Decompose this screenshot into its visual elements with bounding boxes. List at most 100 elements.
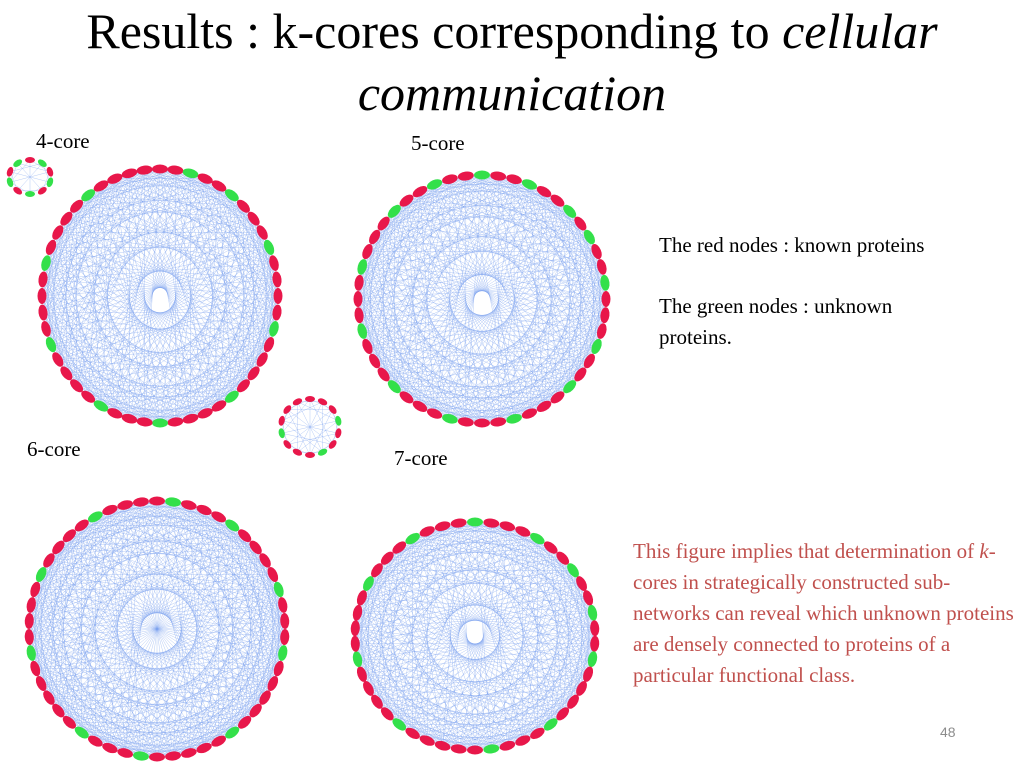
- interaction-edge: [399, 531, 428, 725]
- network-4-core-small-cluster-bottom: [278, 396, 342, 458]
- known-protein-node: [167, 417, 184, 427]
- network-6-core: [24, 496, 290, 762]
- known-protein-node: [369, 353, 381, 369]
- interaction-edge: [41, 516, 219, 575]
- known-protein-node: [249, 703, 262, 718]
- interaction-edge: [376, 701, 476, 751]
- known-protein-node: [596, 259, 607, 275]
- interaction-edge: [69, 535, 126, 754]
- interaction-edge: [31, 652, 219, 742]
- interaction-edge: [355, 628, 476, 751]
- interaction-edge: [100, 185, 270, 248]
- unknown-protein-node: [317, 448, 328, 456]
- interaction-edge: [474, 658, 593, 751]
- interaction-edge: [458, 522, 582, 689]
- slide-number: 48: [940, 724, 956, 740]
- interaction-edge: [419, 191, 483, 424]
- label-4-core: 4-core: [36, 129, 90, 153]
- interaction-edge: [399, 538, 538, 548]
- interaction-edge: [361, 547, 551, 675]
- interaction-edge: [41, 535, 245, 575]
- interaction-edge: [140, 604, 283, 757]
- interaction-edge: [442, 724, 551, 747]
- interaction-edge: [114, 178, 270, 345]
- interaction-edge: [41, 173, 130, 297]
- interaction-edge: [35, 560, 50, 669]
- interaction-edge: [355, 538, 413, 629]
- interaction-edge: [48, 560, 83, 733]
- known-protein-node: [6, 166, 14, 177]
- known-protein-node: [600, 307, 610, 324]
- interaction-edge: [458, 523, 476, 751]
- unknown-protein-node: [133, 751, 149, 761]
- interaction-edge: [29, 500, 158, 638]
- unknown-protein-node: [335, 415, 342, 426]
- unknown-protein-node: [392, 718, 407, 731]
- known-protein-node: [419, 526, 435, 537]
- interaction-edge: [35, 589, 50, 698]
- known-protein-node: [292, 398, 303, 406]
- interaction-edge: [40, 516, 96, 684]
- interaction-edge: [442, 612, 593, 746]
- interaction-edge: [42, 312, 102, 407]
- known-protein-node: [536, 400, 552, 412]
- interaction-edge: [357, 612, 459, 750]
- interaction-edge: [474, 628, 595, 751]
- interaction-edge: [41, 574, 283, 606]
- unknown-protein-node: [269, 321, 279, 337]
- interaction-edge: [383, 179, 451, 375]
- unknown-protein-node: [273, 581, 284, 598]
- interaction-edge: [40, 501, 142, 684]
- interaction-edge: [48, 560, 59, 711]
- interaction-edge: [50, 173, 130, 248]
- interaction-edge: [95, 516, 273, 575]
- known-protein-node: [434, 740, 451, 751]
- known-protein-node: [107, 408, 123, 419]
- interaction-edge: [81, 525, 111, 749]
- interaction-edge: [412, 526, 443, 734]
- interaction-edge: [562, 570, 574, 714]
- interaction-edge: [399, 724, 508, 747]
- interaction-edge: [66, 195, 89, 374]
- known-protein-node: [74, 519, 89, 532]
- interaction-edge: [35, 589, 111, 749]
- interaction-edge: [412, 538, 582, 689]
- interaction-edge: [367, 200, 407, 347]
- known-protein-node: [371, 694, 383, 709]
- known-protein-node: [247, 211, 260, 226]
- interaction-edge: [358, 191, 421, 283]
- known-protein-node: [133, 497, 149, 507]
- interaction-edge: [376, 558, 388, 702]
- interaction-edge: [57, 206, 77, 360]
- known-protein-node: [117, 500, 133, 510]
- interaction-edge: [355, 643, 459, 750]
- interaction-edge: [109, 509, 266, 698]
- interaction-edge: [140, 501, 285, 622]
- interaction-edge: [57, 232, 77, 386]
- interaction-edge: [522, 612, 593, 741]
- interaction-edge: [41, 504, 126, 575]
- unknown-protein-node: [426, 179, 443, 190]
- known-protein-node: [35, 676, 47, 691]
- known-protein-node: [196, 504, 212, 516]
- interaction-edge: [367, 346, 451, 419]
- interaction-edge: [144, 170, 191, 419]
- interaction-edge: [287, 432, 339, 445]
- interaction-edge: [57, 169, 145, 233]
- interaction-edge: [357, 522, 459, 660]
- interaction-edge: [35, 525, 233, 590]
- interaction-edge: [309, 398, 333, 445]
- interaction-edge: [188, 560, 266, 754]
- known-protein-node: [60, 211, 73, 226]
- interaction-edge: [355, 547, 400, 644]
- interaction-edge: [507, 597, 589, 746]
- interaction-edge: [81, 509, 111, 733]
- interaction-edge: [58, 547, 266, 561]
- known-protein-node: [259, 553, 271, 568]
- title-italic-communication: communication: [357, 65, 667, 121]
- unknown-protein-node: [591, 338, 602, 355]
- known-protein-node: [211, 511, 227, 523]
- interaction-edge: [35, 589, 233, 733]
- interaction-edge: [109, 509, 233, 526]
- unknown-protein-node: [563, 380, 577, 394]
